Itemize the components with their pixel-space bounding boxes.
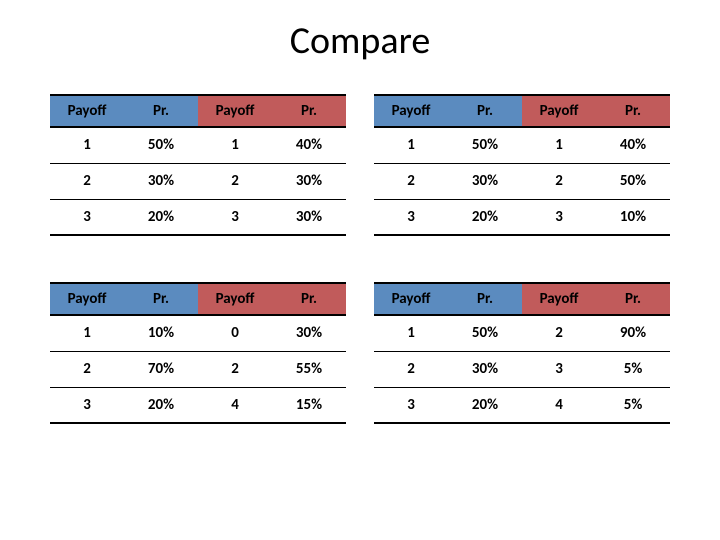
col-header: Payoff: [522, 95, 596, 127]
cell: 5%: [596, 351, 670, 387]
cell: 2: [522, 315, 596, 351]
cell: 3: [522, 199, 596, 235]
cell: 1: [50, 315, 124, 351]
page-title: Compare: [0, 0, 720, 94]
col-header: Payoff: [374, 283, 448, 315]
group-bottom-0: PayoffPr. 110% 270% 320% PayoffPr. 030% …: [50, 282, 346, 424]
cell: 50%: [448, 127, 522, 163]
col-header: Pr.: [448, 95, 522, 127]
cell: 1: [374, 127, 448, 163]
table-top-1-red: PayoffPr. 140% 250% 310%: [522, 94, 670, 236]
cell: 30%: [448, 163, 522, 199]
cell: 1: [522, 127, 596, 163]
col-header: Pr.: [124, 283, 198, 315]
col-header: Payoff: [522, 283, 596, 315]
col-header: Payoff: [374, 95, 448, 127]
cell: 30%: [272, 315, 346, 351]
table-top-0-blue: PayoffPr. 150% 230% 320%: [50, 94, 198, 236]
top-row: PayoffPr. 150% 230% 320% PayoffPr. 140% …: [0, 94, 720, 236]
cell: 30%: [124, 163, 198, 199]
cell: 2: [50, 351, 124, 387]
cell: 15%: [272, 387, 346, 423]
col-header: Pr.: [448, 283, 522, 315]
cell: 3: [198, 199, 272, 235]
cell: 1: [374, 315, 448, 351]
col-header: Payoff: [50, 283, 124, 315]
cell: 50%: [124, 127, 198, 163]
cell: 2: [374, 163, 448, 199]
cell: 20%: [448, 387, 522, 423]
cell: 40%: [596, 127, 670, 163]
cell: 90%: [596, 315, 670, 351]
cell: 30%: [272, 199, 346, 235]
group-top-1: PayoffPr. 150% 230% 320% PayoffPr. 140% …: [374, 94, 670, 236]
table-bottom-0-blue: PayoffPr. 110% 270% 320%: [50, 282, 198, 424]
cell: 30%: [448, 351, 522, 387]
cell: 20%: [124, 387, 198, 423]
cell: 5%: [596, 387, 670, 423]
cell: 1: [50, 127, 124, 163]
cell: 2: [198, 351, 272, 387]
cell: 40%: [272, 127, 346, 163]
table-bottom-1-blue: PayoffPr. 150% 230% 320%: [374, 282, 522, 424]
table-top-1-blue: PayoffPr. 150% 230% 320%: [374, 94, 522, 236]
bottom-row: PayoffPr. 110% 270% 320% PayoffPr. 030% …: [0, 282, 720, 424]
cell: 1: [198, 127, 272, 163]
col-header: Payoff: [50, 95, 124, 127]
cell: 3: [50, 387, 124, 423]
cell: 2: [522, 163, 596, 199]
cell: 50%: [448, 315, 522, 351]
group-bottom-1: PayoffPr. 150% 230% 320% PayoffPr. 290% …: [374, 282, 670, 424]
table-bottom-0-red: PayoffPr. 030% 255% 415%: [198, 282, 346, 424]
cell: 3: [374, 387, 448, 423]
cell: 3: [50, 199, 124, 235]
cell: 0: [198, 315, 272, 351]
table-top-0-red: PayoffPr. 140% 230% 330%: [198, 94, 346, 236]
col-header: Pr.: [596, 95, 670, 127]
cell: 2: [50, 163, 124, 199]
cell: 50%: [596, 163, 670, 199]
cell: 4: [198, 387, 272, 423]
group-top-0: PayoffPr. 150% 230% 320% PayoffPr. 140% …: [50, 94, 346, 236]
cell: 70%: [124, 351, 198, 387]
col-header: Pr.: [596, 283, 670, 315]
col-header: Payoff: [198, 283, 272, 315]
col-header: Payoff: [198, 95, 272, 127]
cell: 4: [522, 387, 596, 423]
col-header: Pr.: [272, 283, 346, 315]
cell: 55%: [272, 351, 346, 387]
cell: 2: [198, 163, 272, 199]
cell: 20%: [124, 199, 198, 235]
cell: 20%: [448, 199, 522, 235]
cell: 30%: [272, 163, 346, 199]
cell: 3: [522, 351, 596, 387]
col-header: Pr.: [272, 95, 346, 127]
table-bottom-1-red: PayoffPr. 290% 35% 45%: [522, 282, 670, 424]
cell: 10%: [124, 315, 198, 351]
cell: 3: [374, 199, 448, 235]
cell: 10%: [596, 199, 670, 235]
col-header: Pr.: [124, 95, 198, 127]
cell: 2: [374, 351, 448, 387]
